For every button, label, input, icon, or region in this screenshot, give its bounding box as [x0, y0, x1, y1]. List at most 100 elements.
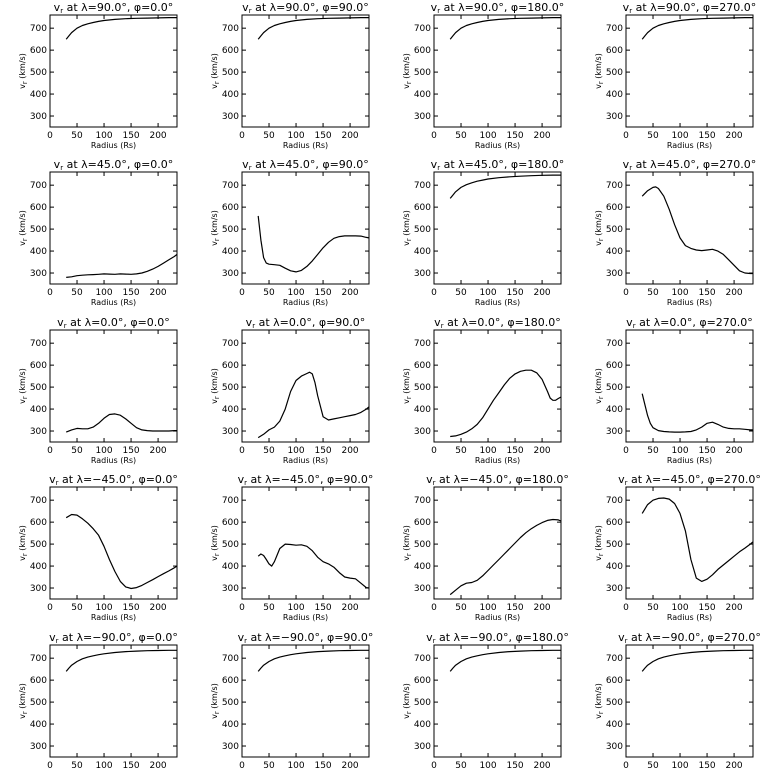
subscript-part: r: [21, 553, 29, 556]
y-tick-label: 500: [606, 540, 623, 550]
y-tick-label: 600: [414, 361, 431, 371]
x-axis-label: Radius (Rs): [91, 456, 136, 465]
x-tick-label: 150: [122, 761, 139, 768]
x-tick-label: 200: [341, 761, 358, 768]
text-part: at λ=0.0°, φ=0.0°: [67, 316, 170, 329]
subscript-part: r: [249, 7, 252, 15]
x-tick-label: 100: [479, 131, 496, 141]
subscript-part: r: [21, 396, 29, 399]
chart-panel: vr at λ=45.0°, φ=180.0°0 50 100 150 20030040…: [402, 158, 564, 307]
panel-title: vr at λ=0.0°, φ=0.0°: [57, 316, 170, 330]
series-line: [449, 17, 561, 40]
y-tick-label: 600: [222, 46, 239, 56]
text-part: v: [594, 714, 603, 719]
text-part: v: [18, 556, 27, 561]
x-tick-label: 50: [455, 446, 467, 456]
y-tick-label: 300: [414, 584, 431, 594]
x-tick-label: 100: [671, 761, 688, 768]
x-tick-label: 150: [314, 288, 331, 298]
x-tick-label: 150: [698, 288, 715, 298]
subscript-part: r: [21, 81, 29, 84]
panel-title: vr at λ=0.0°, φ=90.0°: [246, 316, 366, 330]
text-part: (km/s): [210, 683, 219, 711]
y-tick-label: 400: [414, 720, 431, 730]
text-part: v: [18, 84, 27, 89]
y-tick-label: 300: [30, 269, 47, 279]
chart-panel: vr at λ=0.0°, φ=270.0°0 50 100 150 200300400…: [594, 316, 754, 465]
plot-frame: [433, 486, 562, 600]
x-tick-label: 0: [47, 761, 53, 768]
x-tick-label: 200: [725, 288, 742, 298]
subscript-part: r: [405, 81, 413, 84]
x-tick-label: 100: [287, 446, 304, 456]
y-tick-label: 600: [222, 361, 239, 371]
y-tick-label: 500: [414, 68, 431, 78]
series-line: [449, 174, 561, 199]
x-tick-label: 100: [95, 131, 112, 141]
plot-frame: [625, 14, 754, 128]
series-line: [257, 649, 369, 672]
y-tick-label: 600: [30, 361, 47, 371]
y-axis-label: vr (km/s): [18, 53, 29, 89]
text-part: v: [49, 631, 56, 644]
text-part: at λ=90.0°, φ=270.0°: [632, 1, 756, 14]
y-tick-label: 400: [606, 562, 623, 572]
x-tick-label: 0: [239, 131, 245, 141]
text-part: at λ=45.0°, φ=90.0°: [252, 158, 369, 171]
x-axis-label: Radius (Rs): [91, 141, 136, 150]
chart-panel: vr at λ=0.0°, φ=180.0°0 50 100 150 200300400…: [402, 316, 562, 465]
plot-frame: [241, 14, 370, 128]
text-part: at λ=−90.0°, φ=90.0°: [247, 631, 373, 644]
x-tick-label: 50: [71, 603, 83, 613]
y-tick-label: 500: [222, 68, 239, 78]
text-part: (km/s): [594, 53, 603, 81]
y-tick-label: 300: [222, 427, 239, 437]
y-tick-label: 600: [606, 46, 623, 56]
chart-panel: vr at λ=−90.0°, φ=270.0°0 50 100 150 2003004…: [594, 631, 761, 768]
text-part: v: [618, 631, 625, 644]
text-part: v: [623, 1, 630, 14]
y-tick-label: 500: [222, 540, 239, 550]
y-tick-label: 600: [222, 203, 239, 213]
text-part: v: [242, 158, 249, 171]
y-tick-label: 600: [414, 676, 431, 686]
y-tick-label: 700: [222, 339, 239, 349]
y-tick-label: 500: [30, 698, 47, 708]
text-part: v: [210, 241, 219, 246]
y-tick-label: 300: [30, 427, 47, 437]
y-tick-label: 500: [222, 383, 239, 393]
x-tick-label: 50: [263, 761, 275, 768]
x-tick-label: 150: [698, 131, 715, 141]
text-part: at λ=0.0°, φ=270.0°: [636, 316, 753, 329]
series-line: [450, 369, 562, 438]
chart-panel: vr at λ=45.0°, φ=270.0°0 50 100 150 20030040…: [594, 158, 756, 307]
y-tick-label: 700: [414, 654, 431, 664]
y-tick-label: 600: [606, 203, 623, 213]
y-tick-label: 500: [222, 698, 239, 708]
text-part: at λ=45.0°, φ=0.0°: [63, 158, 173, 171]
subscript-part: r: [405, 238, 413, 241]
x-tick-label: 0: [431, 131, 437, 141]
y-tick-label: 600: [414, 46, 431, 56]
y-axis-label: vr (km/s): [18, 683, 29, 719]
text-part: (km/s): [402, 53, 411, 81]
chart-panel: vr at λ=−45.0°, φ=90.0°0 50 100 150 20030040…: [210, 473, 373, 622]
text-part: at λ=−45.0°, φ=180.0°: [435, 473, 568, 486]
text-part: v: [594, 399, 603, 404]
subscript-part: r: [244, 479, 247, 487]
subscript-part: r: [60, 7, 63, 15]
text-part: (km/s): [594, 683, 603, 711]
text-part: (km/s): [210, 525, 219, 553]
subscript-part: r: [252, 322, 255, 330]
plot-frame: [433, 644, 562, 758]
subscript-part: r: [433, 479, 436, 487]
x-tick-label: 200: [149, 761, 166, 768]
y-tick-label: 600: [30, 203, 47, 213]
y-axis-label: vr (km/s): [594, 525, 605, 561]
subscript-part: r: [60, 164, 63, 172]
y-tick-label: 500: [606, 383, 623, 393]
panel-title: vr at λ=45.0°, φ=90.0°: [242, 158, 369, 172]
x-tick-label: 100: [95, 761, 112, 768]
subscript-part: r: [437, 164, 440, 172]
text-part: v: [426, 631, 433, 644]
